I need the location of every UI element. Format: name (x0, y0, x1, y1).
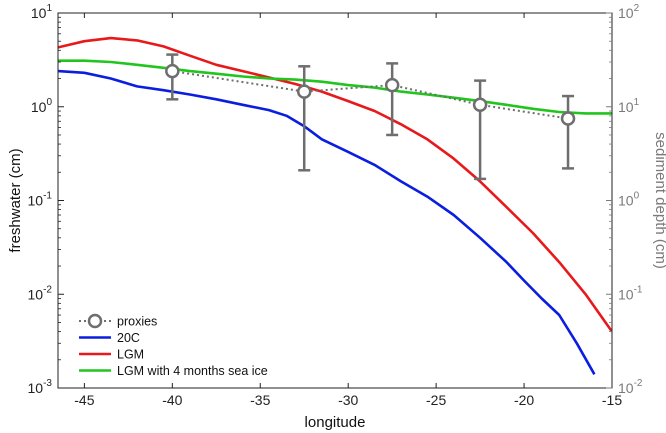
y-right-tick-label: 10-2 (618, 378, 643, 396)
y-tick-label: 10-3 (28, 378, 53, 396)
series-line-lgm-with-4-months-sea-ice (58, 59, 612, 115)
y-right-tick-label: 10-1 (618, 284, 643, 302)
x-tick-label: -35 (250, 392, 270, 408)
legend-item: 20C (79, 331, 140, 345)
proxy-point (560, 111, 576, 126)
legend-label: proxies (117, 315, 157, 329)
y-tick-label: 100 (31, 97, 53, 115)
legend-item: proxies (79, 313, 157, 329)
y-right-tick-label: 101 (618, 97, 640, 115)
proxy-point (165, 63, 180, 79)
y-axis-right-label: sediment depth (cm) (652, 132, 666, 269)
y-right-tick-label: 100 (618, 191, 640, 209)
proxy-layer (165, 53, 576, 181)
y-axis-label: freshwater (cm) (7, 148, 24, 252)
plot-frame (57, 12, 613, 389)
legend-label: 20C (117, 331, 140, 345)
x-tick-label: -15 (602, 392, 622, 408)
y-tick-label: 101 (31, 3, 53, 21)
legend-label: LGM with 4 months sea ice (117, 364, 268, 378)
proxy-point (472, 97, 488, 113)
series-layer (58, 36, 612, 375)
axis-layer: -45 -40 -35 -30 -25 -20 -15 10-3 10-2 10-1 100 101 1… (28, 3, 643, 408)
legend-label: LGM (117, 348, 144, 362)
y-tick-label: 10-2 (28, 284, 53, 302)
y-right-tick-label: 102 (618, 3, 640, 21)
series-line-20c (58, 69, 596, 375)
x-tick-label: -45 (74, 392, 94, 408)
x-tick-label: -25 (426, 392, 446, 408)
y-tick-label: 10-1 (28, 191, 53, 209)
x-tick-label: -40 (162, 392, 182, 408)
proxy-point (384, 77, 400, 93)
x-tick-label: -30 (338, 392, 358, 408)
proxies-dotted-line (172, 70, 569, 120)
proxy-point (296, 84, 312, 99)
series-line-lgm (58, 36, 612, 333)
legend: proxies 20C LGM LGM with 4 months sea ice (79, 313, 268, 378)
x-tick-label: -20 (514, 392, 534, 408)
legend-item: LGM with 4 months sea ice (79, 364, 268, 378)
x-axis-label: longitude (305, 414, 366, 431)
legend-item: LGM (79, 348, 144, 362)
legend-marker (87, 313, 103, 329)
